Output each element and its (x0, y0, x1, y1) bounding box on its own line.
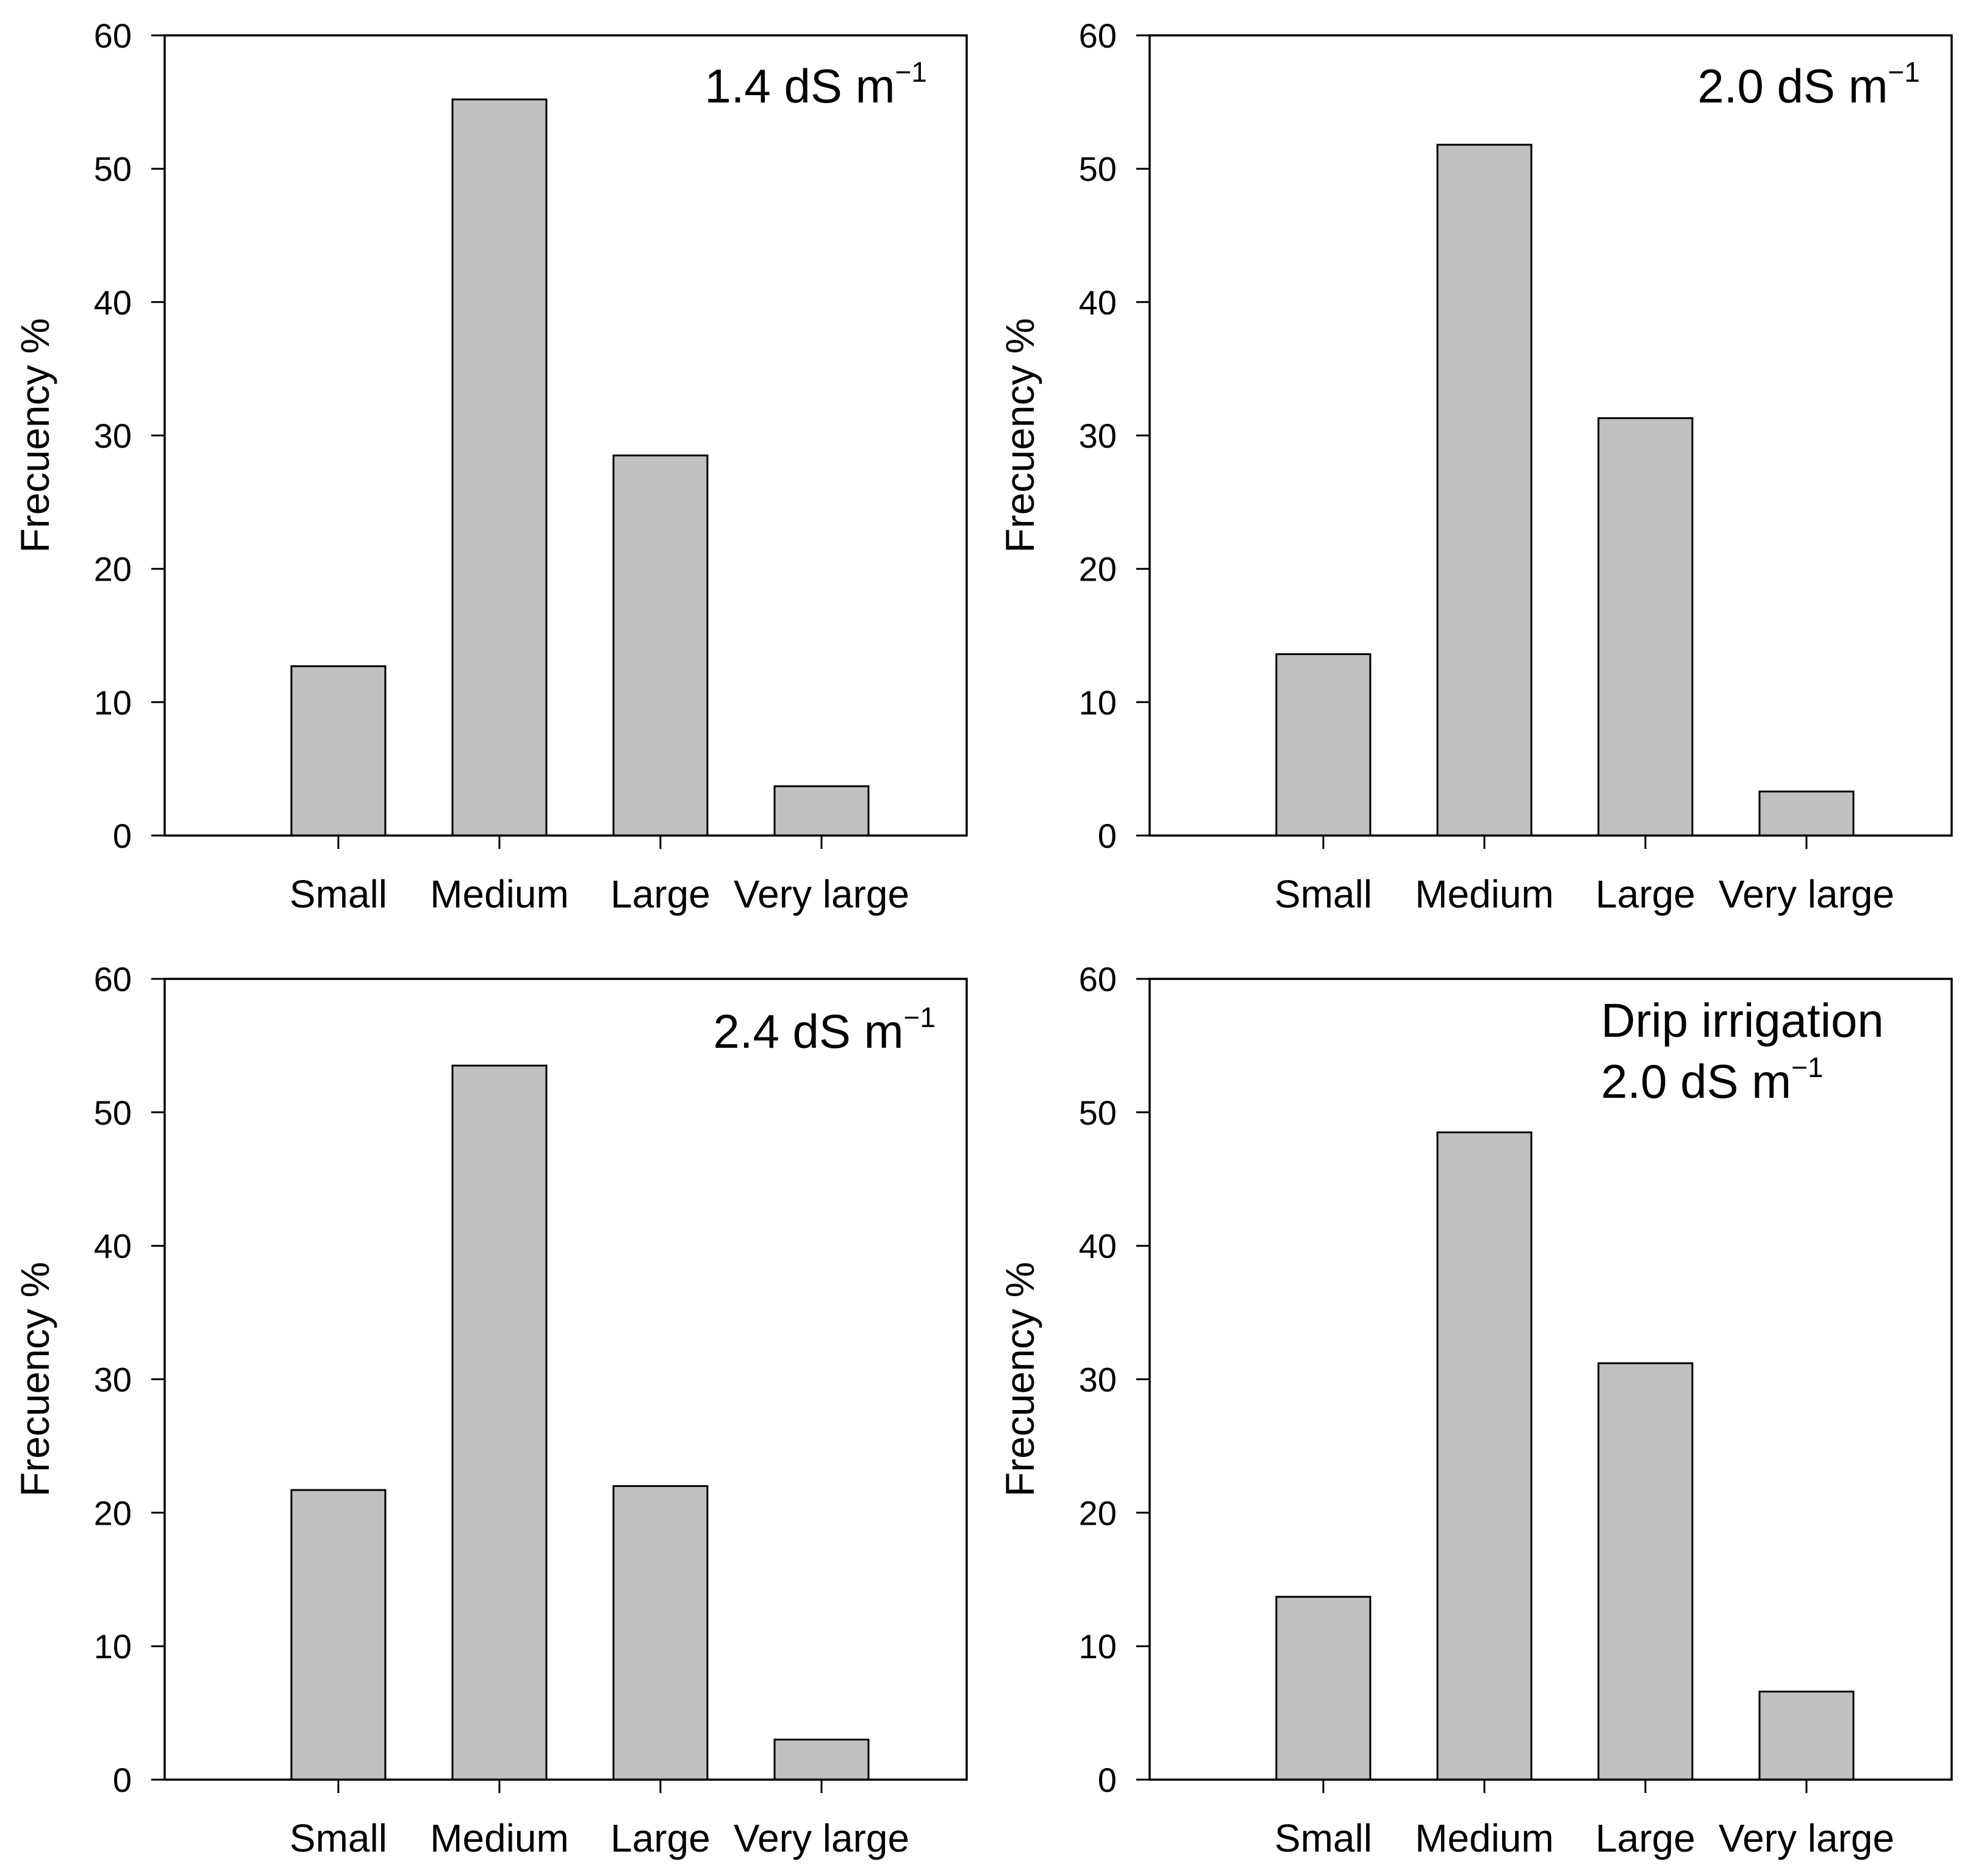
bar-very-large (773, 1738, 870, 1781)
y-tick-label: 40 (94, 283, 132, 321)
panel-label: Drip irrigation (1601, 993, 1884, 1047)
y-tick-label: 20 (94, 550, 132, 589)
y-axis-title: Frecuency % (997, 1262, 1042, 1497)
plot-frame (1148, 978, 1953, 1781)
plot-frame (163, 34, 968, 837)
bar-large (612, 1485, 709, 1781)
panel-label-text: Drip irrigation (1601, 993, 1884, 1047)
y-tick-label: 60 (1079, 960, 1117, 998)
y-tick-label: 30 (94, 1361, 132, 1399)
panel-label: 2.0 dS m−1 (1601, 1051, 1824, 1108)
y-tick-label: 10 (1079, 683, 1117, 721)
x-tick-label: Very large (734, 1816, 909, 1860)
x-tick-label: Large (1595, 872, 1695, 916)
x-tick-label: Small (1275, 1816, 1372, 1860)
y-tick-label: 0 (113, 1761, 132, 1799)
chart-panel-2: Small Medium Large Very large 0 10 20 30 40 50 60 F… (997, 16, 1953, 916)
y-tick-label: 60 (94, 960, 132, 998)
panel-label-text: 2.4 dS m (713, 1004, 903, 1058)
y-tick-label: 10 (94, 1627, 132, 1666)
bar-very-large (773, 785, 870, 837)
x-tick-label: Medium (430, 1816, 569, 1860)
panel-label: 2.0 dS m−1 (1697, 56, 1920, 113)
panel-label-superscript: −1 (1791, 1051, 1823, 1083)
y-tick-label: 0 (1098, 817, 1117, 855)
y-tick-label: 50 (94, 1094, 132, 1132)
y-tick-label: 30 (94, 417, 132, 455)
y-tick-label: 40 (94, 1227, 132, 1266)
x-tick-label: Large (610, 872, 711, 916)
bar-large (1597, 417, 1694, 837)
panel-label-superscript: −1 (895, 56, 927, 88)
panel-label-superscript: −1 (1888, 56, 1920, 88)
chart-panel-3: Small Medium Large Very large 0 10 20 30 40 50 60 F… (12, 960, 968, 1860)
bar-large (612, 454, 709, 837)
y-tick-label: 50 (1079, 150, 1117, 188)
panel-label-superscript: −1 (904, 1001, 936, 1033)
y-tick-label: 30 (1079, 1361, 1117, 1399)
x-tick-label: Small (290, 1816, 387, 1860)
x-tick-label: Large (610, 1816, 711, 1860)
bar-medium (451, 1064, 548, 1781)
y-tick-label: 10 (94, 683, 132, 721)
y-tick-label: 60 (1079, 16, 1117, 55)
chart-panel-4: Small Medium Large Very large 0 10 20 30 40 50 60 F… (997, 960, 1953, 1860)
plot-frame (163, 978, 968, 1781)
y-axis-title: Frecuency % (997, 318, 1042, 553)
x-tick-label: Very large (734, 872, 909, 916)
x-tick-label: Medium (1415, 1816, 1554, 1860)
bar-large (1597, 1362, 1694, 1781)
bar-medium (451, 98, 548, 837)
x-tick-label: Very large (1719, 1816, 1894, 1860)
y-axis-title: Frecuency % (12, 1262, 57, 1497)
y-tick-label: 20 (1079, 1494, 1117, 1532)
x-tick-label: Small (290, 872, 387, 916)
y-tick-label: 0 (1098, 1761, 1117, 1799)
y-tick-label: 20 (1079, 550, 1117, 589)
bar-small (1275, 653, 1372, 837)
x-tick-label: Medium (430, 872, 569, 916)
y-tick-label: 50 (94, 150, 132, 188)
bar-small (290, 1489, 387, 1781)
y-tick-label: 10 (1079, 1627, 1117, 1666)
bar-small (290, 665, 387, 837)
bar-medium (1436, 1131, 1533, 1781)
y-tick-label: 50 (1079, 1094, 1117, 1132)
panel-label: 2.4 dS m−1 (713, 1001, 936, 1058)
y-tick-label: 40 (1079, 283, 1117, 321)
panel-label-text: 2.0 dS m (1601, 1054, 1791, 1108)
bar-very-large (1758, 790, 1855, 837)
y-tick-label: 0 (113, 817, 132, 855)
bar-small (1275, 1595, 1372, 1781)
plot-frame (1148, 34, 1953, 837)
bar-very-large (1758, 1691, 1855, 1781)
x-tick-label: Medium (1415, 872, 1554, 916)
y-tick-label: 60 (94, 16, 132, 55)
panel-label-text: 1.4 dS m (704, 59, 895, 113)
y-tick-label: 40 (1079, 1227, 1117, 1266)
x-tick-label: Large (1595, 1816, 1695, 1860)
panel-label-text: 2.0 dS m (1697, 59, 1888, 113)
chart-panel-1: Small Medium Large Very large 0 10 20 30 40 50 60 F… (12, 16, 968, 916)
panel-label: 1.4 dS m−1 (704, 56, 927, 113)
bar-medium (1436, 143, 1533, 837)
y-tick-label: 20 (94, 1494, 132, 1532)
x-tick-label: Very large (1719, 872, 1894, 916)
y-axis-title: Frecuency % (12, 318, 57, 553)
x-tick-label: Small (1275, 872, 1372, 916)
y-tick-label: 30 (1079, 417, 1117, 455)
